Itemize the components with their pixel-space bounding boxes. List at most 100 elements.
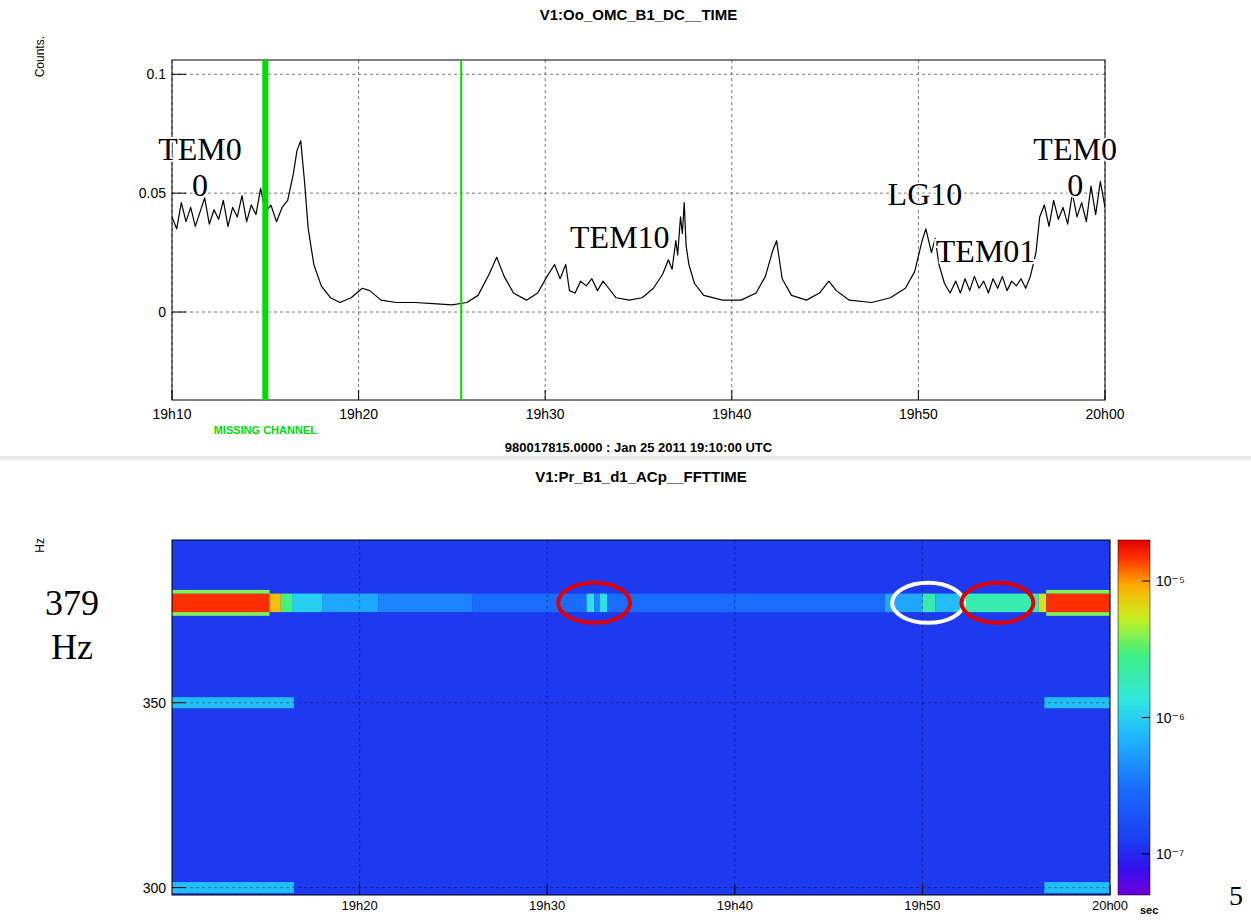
heatmap-cell xyxy=(922,594,935,612)
colorbar xyxy=(1118,540,1150,895)
tick-label: 300 xyxy=(143,880,167,896)
tick-label: 19h50 xyxy=(904,898,940,913)
grid-line xyxy=(172,702,1110,703)
highlight-ellipse xyxy=(961,583,1033,623)
axis-title: sec xyxy=(1140,904,1158,916)
bottom-chart: V1:Pr_B1_d1_ACp__FFTTIME 19h20 19h30 19h40 1… xyxy=(33,468,1185,916)
grid-line xyxy=(172,193,1105,194)
heatmap-cell xyxy=(172,594,270,612)
tick-mark xyxy=(359,885,360,895)
grid-line xyxy=(734,540,735,895)
tick-mark xyxy=(545,390,546,400)
separator xyxy=(0,456,1251,460)
colorbar-tick xyxy=(1142,853,1150,854)
tick-mark xyxy=(1105,390,1106,400)
tick-label: 19h30 xyxy=(529,898,565,913)
annotation: TEM10 xyxy=(570,219,670,255)
heatmap-cell xyxy=(292,594,322,612)
annotation: 379 xyxy=(45,583,99,623)
annotation: TEM0 xyxy=(1033,131,1117,167)
colorbar-label: 10⁻⁷ xyxy=(1156,846,1184,862)
colorbar-tick xyxy=(1142,717,1150,718)
tick-label: 0.1 xyxy=(147,66,167,82)
annotation: TEM0 xyxy=(158,131,242,167)
heatmap-cell xyxy=(472,594,586,612)
heatmap-cell xyxy=(600,594,608,612)
tick-mark xyxy=(172,74,186,75)
grid-line xyxy=(545,60,546,400)
annotation: 0 xyxy=(1067,167,1083,203)
grid-line xyxy=(922,540,923,895)
missing-channel-label: MISSING CHANNEL xyxy=(214,424,318,436)
heatmap-cell xyxy=(378,594,472,612)
chart-title: V1:Pr_B1_d1_ACp__FFTTIME xyxy=(535,468,747,485)
background xyxy=(0,0,1251,922)
chart-title: V1:Oo_OMC_B1_DC__TIME xyxy=(540,6,738,23)
heatmap-cell xyxy=(960,594,1039,612)
tick-mark xyxy=(172,390,173,400)
axis-title: Hz xyxy=(33,538,47,553)
plot-frame xyxy=(172,60,1105,400)
highlight-ellipse xyxy=(558,583,630,623)
heatmap-cell xyxy=(594,594,600,612)
figure: V1:Oo_OMC_B1_DC__TIME 19h10 19h20 19h30 19h4… xyxy=(0,0,1251,922)
grid-line xyxy=(172,74,1105,75)
grid-line xyxy=(547,540,548,895)
annotation: TEM01 xyxy=(936,233,1036,269)
tick-mark xyxy=(172,193,186,194)
annotation: LG10 xyxy=(888,176,963,212)
tick-label: 19h30 xyxy=(526,406,565,422)
tick-label: 0 xyxy=(158,304,166,320)
heatmap-cell xyxy=(1046,590,1110,594)
grid-line xyxy=(359,540,360,895)
tick-mark xyxy=(918,390,919,400)
heatmap-cell xyxy=(936,594,960,612)
tick-label: 350 xyxy=(143,695,167,711)
heatmap-cell xyxy=(587,594,595,612)
tick-label: 0.05 xyxy=(139,185,166,201)
tick-mark xyxy=(734,885,735,895)
grid-line xyxy=(172,887,1110,888)
missing-channel-marker xyxy=(262,60,268,400)
plot-frame xyxy=(172,540,1110,895)
tick-label: 20h00 xyxy=(1086,406,1125,422)
top-chart: V1:Oo_OMC_B1_DC__TIME19h1019h2019h3019h4… xyxy=(33,6,1125,455)
tick-mark xyxy=(358,390,359,400)
heatmap-cell xyxy=(607,594,885,612)
subtitle: 980017815.0000 : Jan 25 2011 19:10:00 UT… xyxy=(505,440,773,455)
tick-label: 19h40 xyxy=(717,898,753,913)
heatmap-cell xyxy=(1046,594,1110,612)
tick-label: 19h50 xyxy=(899,406,938,422)
tick-label: 19h20 xyxy=(339,406,378,422)
heatmap-cell xyxy=(172,612,270,616)
heatmap-cell xyxy=(322,594,378,612)
tick-mark xyxy=(547,885,548,895)
tick-mark xyxy=(172,312,186,313)
grid-line xyxy=(358,60,359,400)
plot-area xyxy=(172,540,1110,895)
heatmap-cell xyxy=(1046,612,1110,616)
heatmap-cell xyxy=(172,590,270,594)
annotation: 0 xyxy=(192,167,208,203)
heatmap-cell xyxy=(270,594,281,612)
colorbar-label: 10⁻⁶ xyxy=(1156,710,1185,726)
tick-label: 19h10 xyxy=(153,406,192,422)
grid-line xyxy=(731,60,732,400)
tick-mark xyxy=(1110,885,1111,895)
highlight-ellipse xyxy=(892,583,964,623)
heatmap-cell xyxy=(281,594,292,612)
page-number: 5 xyxy=(1229,880,1243,911)
heatmap-background xyxy=(172,540,1110,895)
tick-mark xyxy=(172,702,186,703)
tick-label: 19h20 xyxy=(342,898,378,913)
data-line xyxy=(172,141,1105,305)
grid-line xyxy=(918,60,919,400)
grid-line xyxy=(172,312,1105,313)
tick-label: 20h00 xyxy=(1092,898,1128,913)
annotation: Hz xyxy=(51,627,93,667)
tick-mark xyxy=(922,885,923,895)
tick-mark xyxy=(731,390,732,400)
tick-mark xyxy=(172,887,186,888)
plot-area xyxy=(172,60,1105,400)
colorbar-tick xyxy=(1142,581,1150,582)
